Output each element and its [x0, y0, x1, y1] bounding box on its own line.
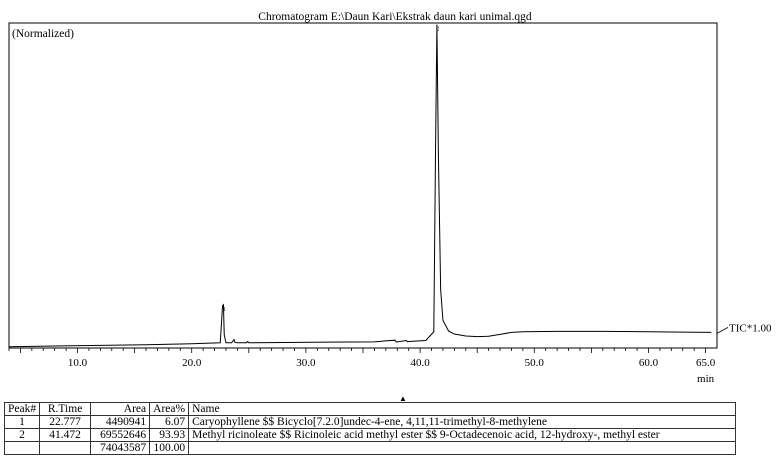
x-axis-ticks: [8, 348, 706, 353]
plot-frame: [8, 22, 718, 349]
x-axis-unit: min: [697, 373, 715, 385]
header-name: Name: [188, 402, 737, 416]
x-tick-label: 10.0: [68, 357, 88, 369]
x-tick-label: 50.0: [525, 357, 545, 369]
cell-name: Caryophyllene $$ Bicyclo[7.2.0]undec-4-e…: [188, 415, 737, 429]
chart-title: Chromatogram E:\Daun Kari\Ekstrak daun k…: [258, 11, 532, 23]
cell-area-pct: 93.93: [149, 428, 190, 442]
cell-area-total: 74043587: [90, 441, 151, 455]
cell-name: Methyl ricinoleate $$ Ricinoleic acid me…: [188, 428, 737, 442]
cell-peak: [3, 441, 41, 455]
cell-name: [188, 441, 737, 455]
cell-rtime: 22.777: [39, 415, 92, 429]
cell-area-pct: 6.07: [149, 415, 190, 429]
peak-label: 1: [223, 307, 226, 313]
table-header-row: Peak# R.Time Area Area% Name: [3, 402, 737, 416]
series-label: TIC*1.00: [729, 322, 772, 334]
peak-table: Peak# R.Time Area Area% Name 1 22.777 44…: [3, 402, 737, 455]
cell-peak: 1: [3, 415, 41, 429]
x-tick-label: 60.0: [639, 357, 659, 369]
table-row: 2 41.472 69552646 93.93 Methyl ricinolea…: [3, 428, 737, 442]
peak-labels: 12: [223, 27, 439, 313]
chromatogram-chart: Chromatogram E:\Daun Kari\Ekstrak daun k…: [8, 11, 772, 385]
table-row: 1 22.777 4490941 6.07 Caryophyllene $$ B…: [3, 415, 737, 429]
series-label-leader: [716, 327, 729, 334]
cell-area: 4490941: [90, 415, 151, 429]
peak-label: 2: [436, 27, 439, 33]
x-tick-label: 20.0: [182, 357, 202, 369]
x-axis-tick-labels: 10.0 20.0 30.0 40.0 50.0 60.0 65.0: [68, 357, 716, 369]
cell-area: 69552646: [90, 428, 151, 442]
x-tick-label: 40.0: [410, 357, 430, 369]
header-rtime: R.Time: [39, 402, 92, 416]
tic-trace: [8, 24, 712, 348]
x-tick-label: 30.0: [296, 357, 316, 369]
cell-peak: 2: [3, 428, 41, 442]
cell-area-pct-total: 100.00: [149, 441, 190, 455]
header-area-pct: Area%: [149, 402, 190, 416]
header-area: Area: [90, 402, 151, 416]
y-axis-label: (Normalized): [12, 28, 74, 40]
header-peak: Peak#: [3, 402, 41, 416]
cell-rtime: 41.472: [39, 428, 92, 442]
center-marker: ▲: [399, 394, 407, 403]
cell-rtime: [39, 441, 92, 455]
x-tick-label: 65.0: [696, 357, 716, 369]
table-total-row: 74043587 100.00: [3, 441, 737, 455]
